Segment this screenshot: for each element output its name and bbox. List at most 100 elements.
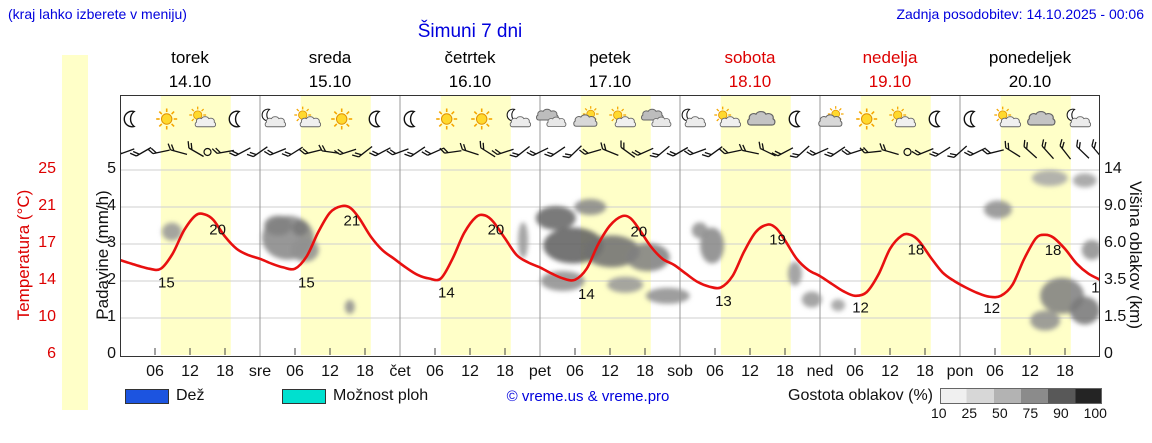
wind-barb-icon [649, 145, 670, 158]
wind-barb-icon [1059, 138, 1072, 160]
weather-icon-cloud-moon [681, 108, 707, 128]
wind-barb-icon [263, 148, 287, 156]
weather-icon-sun-cloud [889, 106, 917, 128]
weather-icon-clouds [641, 108, 672, 127]
precip-axis-ticks: 5 4 3 2 1 0 [92, 0, 116, 443]
x-axis-hour-label: 12 [321, 363, 339, 380]
wind-barb-icon [1091, 139, 1100, 160]
wind-barb-icon [600, 142, 619, 156]
wind-barb-icon [147, 147, 170, 155]
showers-legend-swatch [282, 389, 326, 404]
cloud-density-label: Gostota oblakov (%) [788, 387, 933, 404]
cloud-density-tick: 25 [961, 405, 978, 421]
day-header-sobota: sobota 18.10 [685, 48, 815, 92]
temperature-point-label: 19 [769, 231, 786, 248]
day-date: 20.10 [1008, 72, 1052, 91]
temperature-point-label: 12 [852, 300, 869, 317]
day-name: ponedeljek [988, 48, 1072, 67]
day-date: 14.10 [168, 72, 212, 91]
x-axis-day-label: ned [806, 363, 834, 380]
temperature-tick: 17 [38, 234, 56, 251]
temperature-point-label: 20 [488, 221, 505, 238]
x-axis-hour-label: 06 [146, 363, 164, 380]
weather-icon-cloud-sun [818, 106, 844, 127]
x-axis-hour-label: 06 [986, 363, 1004, 380]
day-name: sreda [308, 48, 352, 67]
x-axis-hour-label: 18 [636, 363, 654, 380]
day-date: 15.10 [308, 72, 352, 91]
x-axis-day-label: čet [389, 363, 411, 380]
x-axis-hour-label: 06 [286, 363, 304, 380]
temperature-point-label: 12 [983, 300, 1000, 317]
x-axis-day-label: sob [667, 363, 693, 380]
cloud-density-ticks: 10 25 50 75 90 100 [931, 405, 1107, 421]
weather-icon-cloud-sun [573, 106, 599, 127]
meteogram-plot: 15 20 15 21 14 20 14 20 13 19 12 18 12 18 14 [120, 95, 1100, 357]
day-header-nedelja: nedelja 19.10 [825, 48, 955, 92]
wind-barb-icon [1076, 139, 1090, 159]
weather-icon-moon [788, 110, 801, 128]
day-date: 18.10 [728, 72, 772, 91]
weather-icon-moon [228, 110, 241, 128]
temperature-point-label: 18 [908, 241, 925, 258]
rain-legend-label: Dež [176, 387, 205, 404]
precip-tick: 4 [107, 197, 116, 214]
weather-icon-moon [123, 110, 136, 128]
weather-icon-cloud-moon [261, 108, 287, 128]
precip-tick: 0 [107, 345, 116, 362]
weather-icon-sun [856, 108, 878, 130]
wind-barb-icon [963, 147, 986, 157]
weather-icon-cloud [1027, 110, 1056, 126]
x-axis-hour-label: 18 [356, 363, 374, 380]
day-name: sobota [724, 48, 776, 67]
temperature-point-label: 20 [631, 224, 648, 241]
weather-icon-moon [928, 110, 941, 128]
wind-barb-icon [758, 141, 776, 157]
copyright-link[interactable]: © vreme.us & vreme.pro [506, 388, 670, 405]
x-axis-hour-label: 18 [216, 363, 234, 380]
cloud-height-tick: 14 [1104, 160, 1122, 177]
cloud-density-tick: 10 [931, 405, 947, 421]
day-date: 17.10 [588, 72, 632, 91]
precip-tick: 5 [107, 160, 116, 177]
day-name: nedelja [862, 48, 918, 67]
wind-barb-icon [1041, 139, 1055, 160]
wind-barb-icon [439, 147, 462, 154]
location-hint: (kraj lahko izberete v meniju) [8, 6, 187, 22]
temperature-curve [120, 204, 1100, 299]
daytime-band-strip [62, 55, 88, 410]
day-name: petek [589, 48, 631, 67]
temperature-point-label: 21 [344, 213, 361, 230]
wind-barb-icon [771, 147, 794, 157]
wind-barb-icon [562, 145, 582, 159]
cloud-density-tick: 100 [1083, 405, 1107, 421]
temperature-point-label: 18 [1045, 242, 1062, 259]
x-axis-hour-label: 12 [181, 363, 199, 380]
page-title: Šimuni 7 dni [417, 21, 523, 42]
wind-barb-icon [421, 147, 444, 156]
wind-barb-icon [806, 147, 829, 156]
rain-legend-swatch [125, 389, 169, 404]
wind-barb-icon [620, 140, 636, 158]
temperature-point-label: 14 [1091, 280, 1100, 297]
temperature-tick: 21 [38, 197, 56, 214]
temperature-point-label: 15 [298, 275, 315, 292]
wind-barb-icon [211, 147, 234, 155]
x-axis-hour-label: 12 [881, 363, 899, 380]
wind-barb-icon [683, 148, 707, 156]
day-header-torek: torek 14.10 [125, 48, 255, 92]
temperature-point-label: 14 [438, 285, 455, 302]
x-axis-hour-label: 12 [461, 363, 479, 380]
cloud-height-tick: 1.5 [1104, 308, 1127, 325]
weather-icon-sun [156, 108, 178, 130]
weather-icon-sun [436, 108, 458, 130]
x-axis-labels: 06 12 18 sre 06 12 18 čet 06 12 18 pet 06 12 18 sob 06 12… [0, 363, 1152, 385]
x-axis-hour-label: 18 [496, 363, 514, 380]
x-axis-hour-label: 12 [741, 363, 759, 380]
wind-barb-icon [281, 146, 303, 157]
wind-barb-icon [386, 148, 409, 156]
showers-legend-label: Možnost ploh [333, 387, 429, 404]
x-axis-hour-label: 18 [1056, 363, 1074, 380]
precip-tick: 3 [107, 234, 116, 251]
wind-barb-icon [824, 146, 846, 158]
